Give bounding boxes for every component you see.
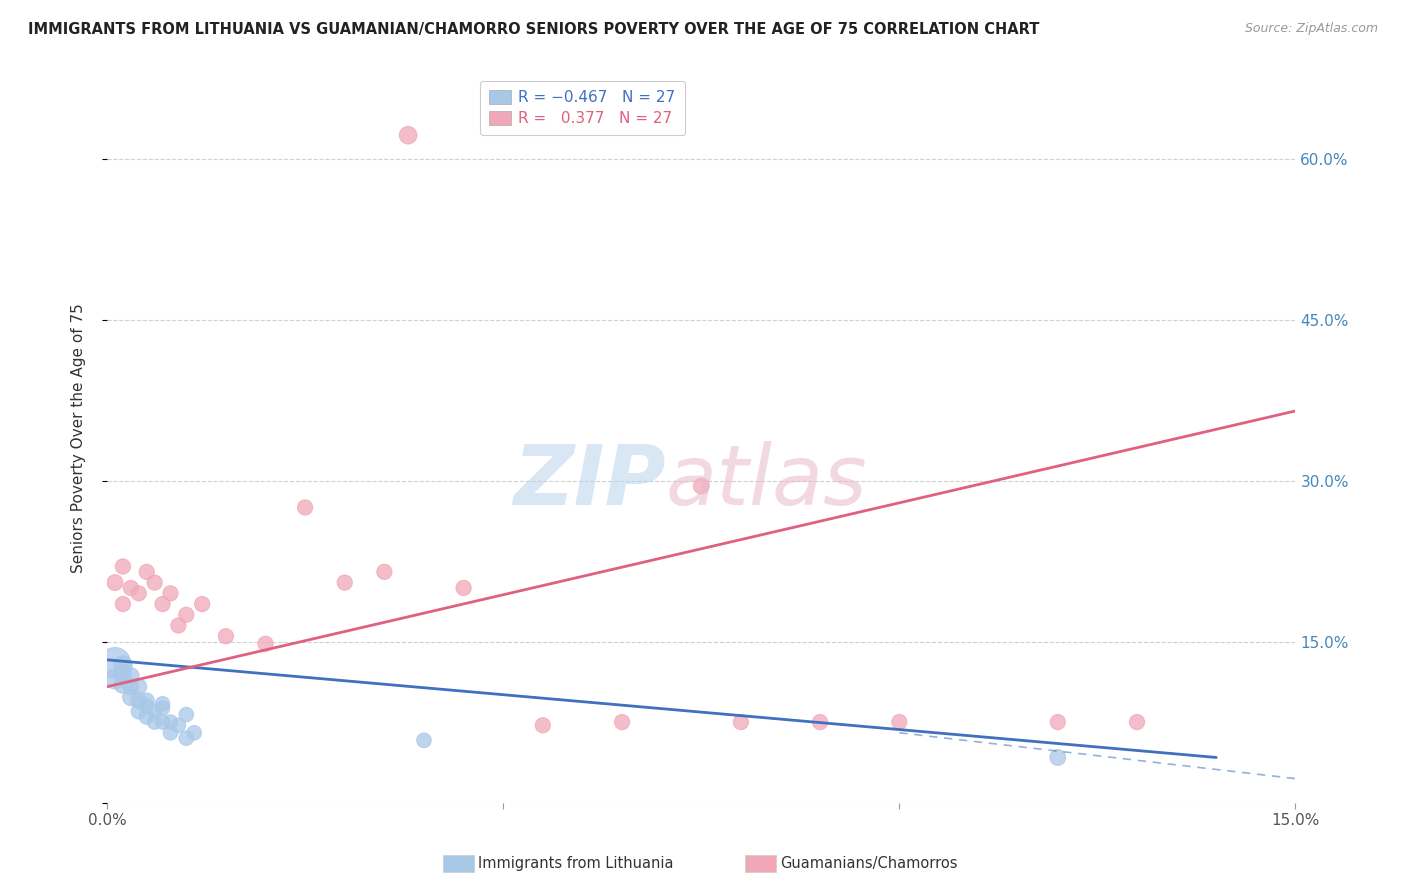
Text: Immigrants from Lithuania: Immigrants from Lithuania: [478, 856, 673, 871]
Point: [128, 586, 150, 600]
Point: [135, 709, 157, 723]
Point: [111, 677, 134, 691]
Point: [104, 672, 127, 686]
Point: [730, 714, 752, 729]
Point: [104, 656, 127, 670]
Point: [808, 714, 831, 729]
Point: [159, 714, 181, 729]
Text: ZIP: ZIP: [513, 441, 665, 522]
Point: [128, 704, 150, 718]
Point: [610, 714, 633, 729]
Point: [152, 697, 174, 711]
Y-axis label: Seniors Poverty Over the Age of 75: Seniors Poverty Over the Age of 75: [72, 303, 86, 573]
Point: [120, 680, 142, 694]
Point: [111, 658, 134, 673]
Point: [333, 575, 356, 590]
Point: [159, 586, 181, 600]
Point: [111, 597, 134, 611]
Point: [143, 714, 166, 729]
Point: [183, 726, 205, 740]
Point: [135, 693, 157, 707]
Point: [176, 731, 198, 746]
Point: [167, 618, 190, 632]
Point: [690, 479, 713, 493]
Point: [143, 575, 166, 590]
Point: [1126, 714, 1149, 729]
Point: [135, 565, 157, 579]
Point: [889, 714, 911, 729]
Point: [294, 500, 316, 515]
Point: [120, 669, 142, 683]
Point: [1046, 750, 1069, 764]
Point: [396, 128, 419, 143]
Point: [152, 701, 174, 715]
Point: [167, 718, 190, 732]
Point: [176, 607, 198, 622]
Point: [215, 629, 238, 643]
Point: [120, 581, 142, 595]
Point: [1046, 714, 1069, 729]
Point: [413, 733, 436, 747]
Point: [191, 597, 214, 611]
Text: Guamanians/Chamorros: Guamanians/Chamorros: [780, 856, 957, 871]
Point: [111, 666, 134, 681]
Legend: R = −0.467   N = 27, R =   0.377   N = 27: R = −0.467 N = 27, R = 0.377 N = 27: [481, 80, 685, 136]
Text: Source: ZipAtlas.com: Source: ZipAtlas.com: [1244, 22, 1378, 36]
Point: [176, 707, 198, 722]
Point: [128, 680, 150, 694]
Point: [104, 575, 127, 590]
Point: [531, 718, 554, 732]
Point: [254, 637, 277, 651]
Point: [128, 693, 150, 707]
Point: [159, 726, 181, 740]
Point: [152, 714, 174, 729]
Text: IMMIGRANTS FROM LITHUANIA VS GUAMANIAN/CHAMORRO SENIORS POVERTY OVER THE AGE OF : IMMIGRANTS FROM LITHUANIA VS GUAMANIAN/C…: [28, 22, 1039, 37]
Point: [111, 559, 134, 574]
Point: [120, 690, 142, 705]
Point: [152, 597, 174, 611]
Point: [373, 565, 395, 579]
Point: [135, 698, 157, 713]
Point: [143, 704, 166, 718]
Point: [453, 581, 475, 595]
Text: atlas: atlas: [665, 441, 868, 522]
